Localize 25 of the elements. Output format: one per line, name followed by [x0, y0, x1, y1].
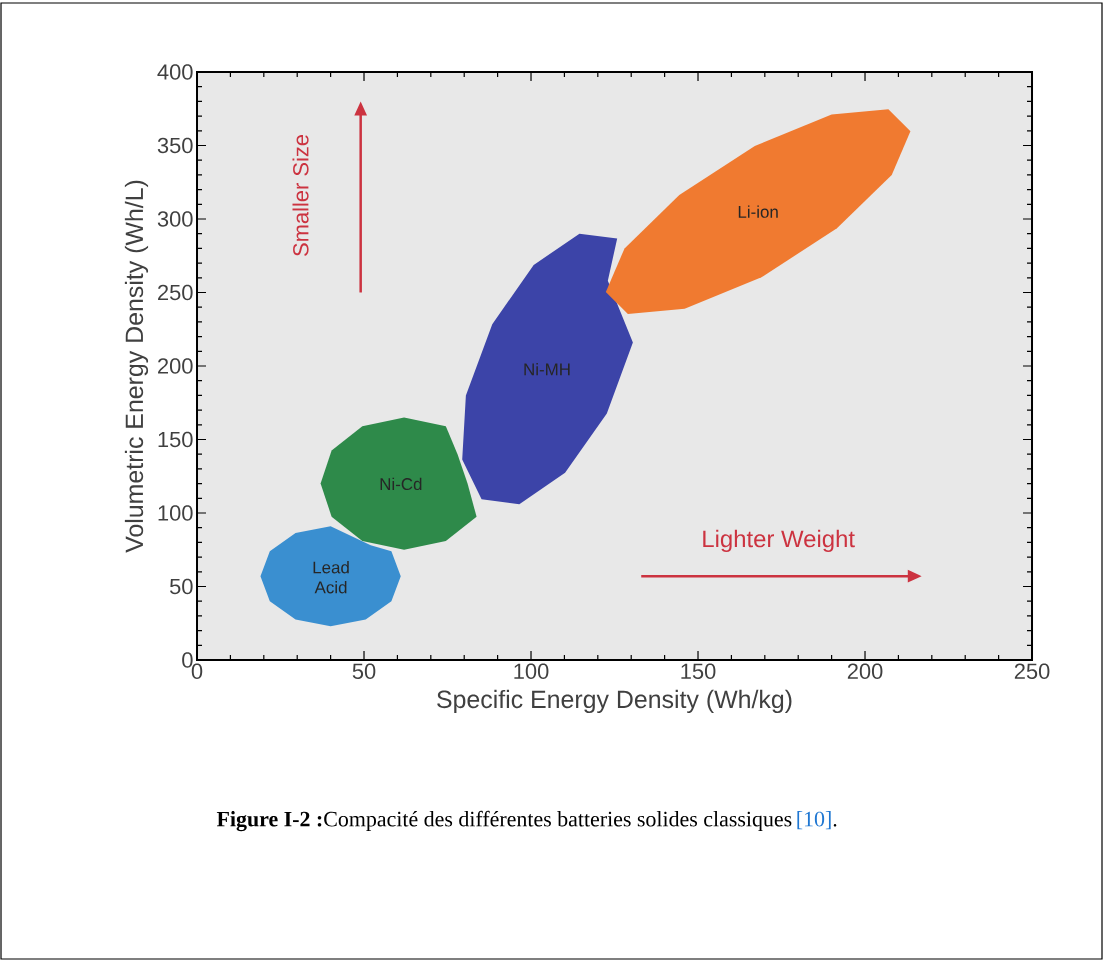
text: [10]: [797, 811, 831, 830]
x-tick-label: 200: [847, 663, 883, 680]
y-tick-label: 250: [158, 284, 193, 301]
x-tick-label: 100: [514, 663, 549, 680]
y-tick-label: 100: [158, 505, 193, 521]
x-tick-label: 150: [681, 663, 716, 680]
annotation: Lighter Weight: [703, 529, 855, 553]
y-tick-label: 50: [169, 578, 193, 595]
series-label: Ni-Cd: [380, 477, 422, 491]
x-tick-label: 250: [1014, 663, 1050, 680]
text: Figure I-2 :Compacité des différentes batteries solides classiques: [216, 810, 792, 832]
x-axis-title: Specific Energy Density (Wh/kg): [437, 689, 792, 714]
y-tick-label: 400: [157, 64, 193, 80]
series-label: Lead Acid: [313, 561, 349, 594]
series-label: Li-ion: [738, 205, 778, 218]
y-tick-label: 150: [158, 431, 193, 448]
x-tick-label: 50: [352, 663, 376, 680]
y-tick-label: 350: [157, 137, 193, 154]
y-tick-label: 0: [182, 652, 193, 668]
y-tick-label: 200: [158, 358, 193, 374]
text: .: [833, 824, 837, 827]
series-label: Ni-MH: [524, 362, 570, 376]
y-tick-label: 300: [157, 211, 193, 227]
annotation: Smaller Size: [292, 134, 309, 256]
y-axis-title: Volumetric Energy Density (Wh/L): [124, 180, 149, 553]
